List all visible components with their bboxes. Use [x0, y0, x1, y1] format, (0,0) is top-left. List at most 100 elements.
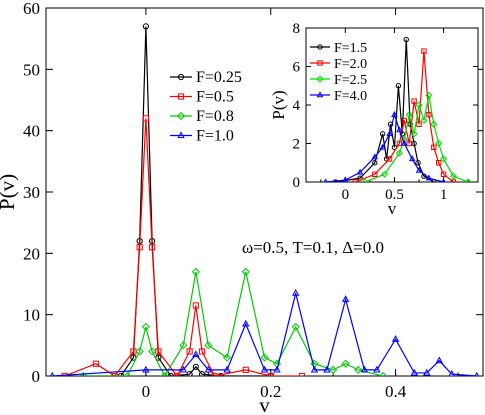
main-data-point: [223, 365, 231, 373]
main-data-point: [192, 363, 199, 370]
inset-data-point: [415, 166, 423, 173]
main-data-point: [310, 365, 319, 373]
main-data-point: [142, 115, 149, 122]
inset-legend-marker: [316, 91, 324, 98]
main-data-point: [192, 350, 200, 358]
main-y-tick-label: 10: [23, 306, 40, 325]
inset-x-tick-label: 0: [342, 187, 350, 203]
main-data-point: [242, 319, 250, 327]
main-data-point: [267, 372, 274, 376]
inset-y-axis-title: P(v): [269, 90, 288, 119]
inset-series: [323, 110, 446, 182]
main-data-point: [198, 371, 206, 376]
main-data-point: [323, 365, 331, 373]
inset-data-point: [386, 130, 393, 137]
inset-legend-marker: [317, 44, 323, 50]
main-data-point: [142, 365, 150, 373]
inset-legend-label: F=2.5: [334, 73, 367, 88]
main-legend-label: F=0.8: [196, 108, 234, 125]
main-data-point: [273, 365, 281, 373]
inset-data-point: [411, 140, 417, 147]
inset-data-point: [408, 155, 416, 162]
main-data-point: [298, 372, 306, 376]
inset-data-point: [396, 126, 403, 133]
main-y-tick-label: 50: [23, 60, 40, 79]
main-x-tick-label: 0: [142, 382, 151, 401]
main-data-point: [191, 267, 200, 276]
main-series-line: [52, 293, 477, 376]
main-data-point: [149, 244, 156, 251]
annotation-text: ω=0.5, T=0.1, Δ=0.0: [242, 238, 384, 257]
main-legend-marker: [177, 93, 185, 100]
inset-data-point: [406, 140, 412, 147]
main-data-point: [136, 244, 143, 251]
main-data-point: [423, 368, 431, 376]
main-data-point: [474, 371, 480, 376]
inset-y-tick-label: 2: [293, 137, 301, 153]
main-data-point: [391, 335, 400, 342]
inset-y-tick-label: 6: [293, 60, 301, 76]
main-data-point: [148, 347, 157, 356]
main-data-point: [260, 353, 269, 362]
main-y-tick-label: 30: [23, 183, 40, 202]
main-legend-marker: [177, 131, 185, 139]
main-legend-marker: [176, 111, 186, 121]
main-data-point: [435, 356, 444, 364]
inset-data-point: [449, 172, 457, 180]
inset-data-point: [332, 179, 339, 182]
main-data-point: [123, 371, 132, 376]
main-data-point: [61, 372, 68, 376]
inset-data-point: [342, 176, 349, 182]
inset-data-point: [372, 160, 378, 166]
main-data-point: [354, 365, 363, 374]
main-data-point: [49, 371, 55, 376]
inset-legend-label: F=2.0: [334, 57, 367, 72]
inset-y-tick-label: 0: [293, 175, 301, 191]
main-legend-label: F=0.5: [196, 89, 234, 106]
inset-legend-marker: [316, 75, 324, 83]
inset-data-point: [396, 140, 403, 147]
inset-data-point: [401, 139, 408, 146]
inset-data-point: [464, 178, 472, 182]
inset-data-point: [435, 139, 443, 148]
main-series-line: [64, 118, 302, 376]
inset-data-point: [361, 178, 369, 182]
inset-x-axis-title: v: [388, 199, 397, 218]
main-x-tick-label: 0.2: [260, 382, 281, 401]
main-data-point: [217, 372, 224, 376]
inset-data-point: [410, 130, 418, 138]
inset-series-line: [325, 112, 444, 182]
main-data-point: [373, 365, 381, 373]
main-legend-label: F=1.0: [196, 128, 234, 145]
inset-data-point: [440, 171, 447, 178]
inset-data-point: [356, 168, 364, 175]
inset-data-point: [430, 120, 438, 128]
main-legend: F=0.25 F=0.5 F=0.8 F=1.0: [170, 69, 242, 145]
inset-data-point: [411, 98, 417, 104]
inset-data-point: [352, 179, 358, 182]
main-data-point: [329, 365, 338, 374]
inset-data-point: [435, 160, 442, 166]
inset-legend-label: F=1.5: [334, 41, 367, 56]
inset-data-point: [391, 110, 398, 117]
main-data-point: [141, 322, 150, 332]
main-data-point: [186, 371, 193, 376]
main-y-tick-label: 40: [23, 122, 40, 141]
inset-data-point: [416, 121, 422, 127]
main-data-point: [222, 353, 232, 362]
main-series-line: [83, 271, 384, 376]
inset-legend-marker: [317, 60, 323, 66]
inset-data-point: [415, 160, 421, 166]
inset-x-tick-label: 0.5: [385, 187, 404, 203]
inset-data-point: [425, 174, 433, 181]
main-data-point: [79, 371, 88, 376]
main-legend-label: F=0.25: [196, 69, 242, 86]
inset-data-point: [379, 131, 386, 137]
inset-data-point: [381, 170, 389, 178]
main-data-point: [179, 365, 188, 373]
main-series: [49, 289, 480, 376]
main-legend-marker: [177, 73, 185, 81]
inset-data-point: [441, 178, 446, 182]
inset-data-point: [426, 111, 432, 118]
main-data-point: [341, 295, 350, 302]
